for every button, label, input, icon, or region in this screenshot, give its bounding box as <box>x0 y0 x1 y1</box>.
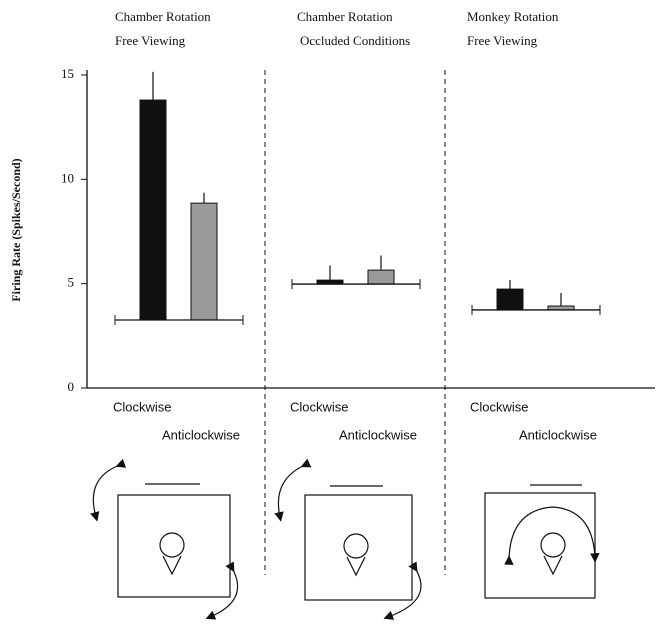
bar <box>191 203 217 320</box>
chart: Firing Rate (Spikes/Second) 0 5 10 15 Chambe… <box>0 0 657 629</box>
bar <box>140 100 166 320</box>
y-tick-label: 0 <box>68 379 75 394</box>
category-label: Clockwise <box>113 399 172 414</box>
y-tick-label: 10 <box>61 170 74 185</box>
category-label: Anticlockwise <box>339 427 417 442</box>
panel-title: Chamber Rotation <box>297 9 393 24</box>
panel-title: Monkey Rotation <box>467 9 559 24</box>
category-label: Clockwise <box>470 399 529 414</box>
panel-subtitle: Free Viewing <box>467 33 538 48</box>
y-axis-label: Firing Rate (Spikes/Second) <box>9 158 23 301</box>
category-label: Clockwise <box>290 399 349 414</box>
y-tick-label: 15 <box>61 66 74 81</box>
y-tick-label: 5 <box>68 275 75 290</box>
category-label: Anticlockwise <box>162 427 240 442</box>
diagram <box>485 485 595 598</box>
panel-subtitle: Occluded Conditions <box>300 33 410 48</box>
diagram <box>93 465 237 617</box>
bar <box>368 270 394 284</box>
panel-title: Chamber Rotation <box>115 9 211 24</box>
bar <box>497 289 523 310</box>
category-label: Anticlockwise <box>519 427 597 442</box>
diagram <box>278 465 421 617</box>
panel-subtitle: Free Viewing <box>115 33 186 48</box>
